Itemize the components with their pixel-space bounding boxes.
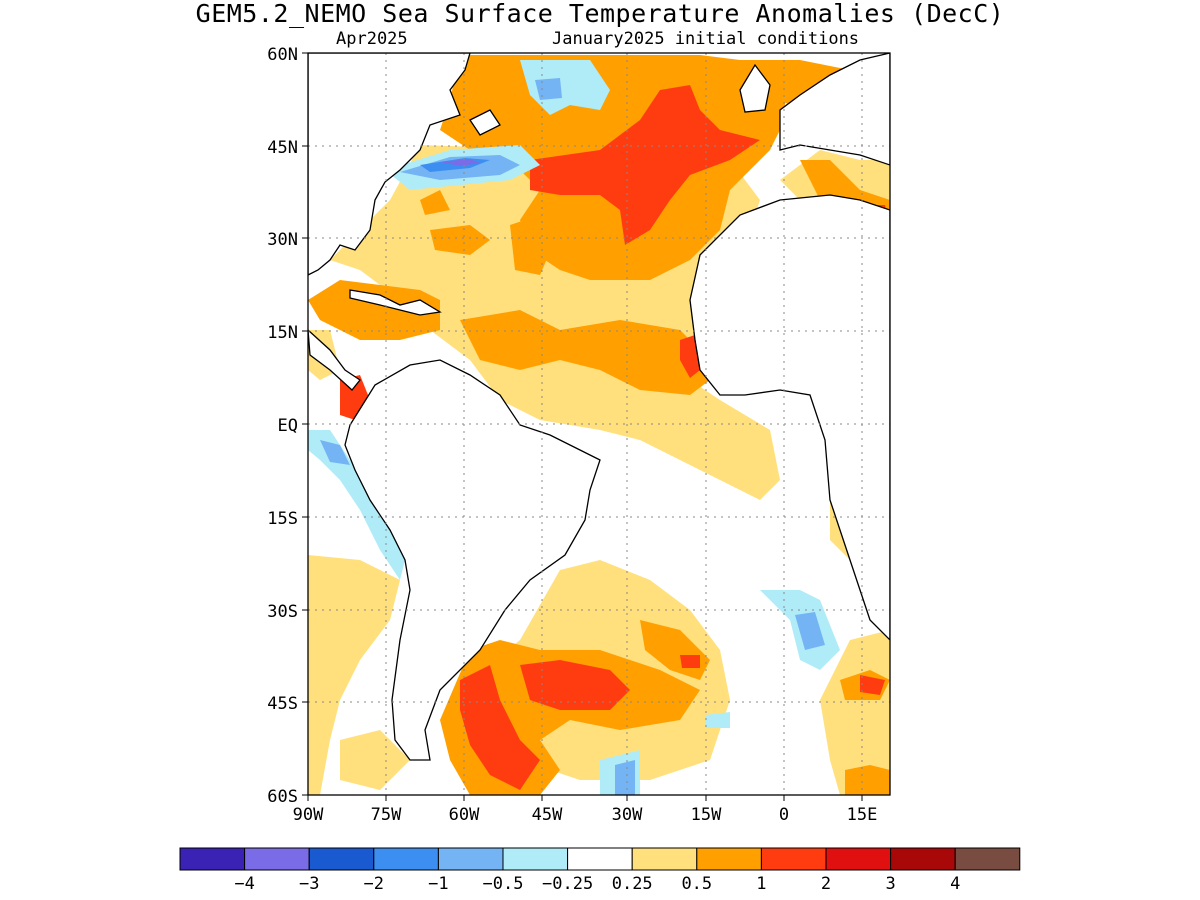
colorbar-label: 2 xyxy=(821,874,831,894)
lat-label: 60S xyxy=(267,787,298,807)
lon-label: 30W xyxy=(612,805,643,825)
colorbar-swatch xyxy=(696,847,762,871)
africa-land xyxy=(689,194,890,641)
colorbar-swatch xyxy=(502,847,569,871)
colorbar-swatch xyxy=(179,847,246,871)
colorbar-swatch xyxy=(308,847,375,871)
lat-label: EQ xyxy=(278,416,298,436)
colorbar-label: 4 xyxy=(950,874,960,894)
lat-label: 15N xyxy=(267,323,298,343)
colorbar-swatch xyxy=(244,847,310,871)
graticule xyxy=(308,53,890,795)
caribbean-land xyxy=(349,289,442,316)
colorbar-label: −4 xyxy=(234,874,254,894)
colorbar-label: 1 xyxy=(756,874,766,894)
lon-label: 75W xyxy=(371,805,402,825)
lon-label: 60W xyxy=(449,805,480,825)
uk-land xyxy=(739,63,771,113)
newfoundland-land xyxy=(469,109,501,136)
colorbar-label: 3 xyxy=(885,874,895,894)
lat-label: 45N xyxy=(267,138,298,158)
colorbar-swatch xyxy=(373,847,439,871)
latitude-labels: 60N 45N 30N 15N EQ 15S 30S 45S 60S xyxy=(267,45,298,807)
lon-label: 90W xyxy=(293,805,324,825)
colorbar-swatch xyxy=(890,847,956,871)
lat-label: 15S xyxy=(267,509,298,529)
lat-label: 60N xyxy=(267,45,298,65)
forecast-month-label: Apr2025 xyxy=(336,29,408,49)
anomaly-band-very-strong-cold xyxy=(440,159,480,166)
lon-label: 0 xyxy=(779,805,789,825)
colorbar-label: −0.25 xyxy=(542,874,593,894)
colorbar-swatch xyxy=(954,847,1021,871)
colorbar-swatch xyxy=(631,847,698,871)
lat-label: 45S xyxy=(267,694,298,714)
colorbar-label: −3 xyxy=(299,874,319,894)
longitude-ticks xyxy=(307,795,863,801)
latitude-ticks xyxy=(302,52,308,796)
south-america-land xyxy=(344,359,601,761)
lat-label: 30N xyxy=(267,230,298,250)
lon-label: 15W xyxy=(691,805,722,825)
colorbar-swatch xyxy=(825,847,892,871)
anomaly-band-strong-warm xyxy=(340,85,890,790)
colorbar-label: −0.5 xyxy=(483,874,524,894)
lon-label: 15E xyxy=(847,805,878,825)
colorbar-label: −1 xyxy=(428,874,448,894)
colorbar-swatch xyxy=(437,847,504,871)
anomaly-field xyxy=(308,55,890,795)
coastlines xyxy=(308,53,890,761)
north-america-land xyxy=(308,53,471,276)
map-title: GEM5.2_NEMO Sea Surface Temperature Anom… xyxy=(195,0,1005,28)
longitude-labels: 90W 75W 60W 45W 30W 15W 0 15E xyxy=(293,805,878,825)
colorbar xyxy=(179,847,1021,871)
central-america-land xyxy=(308,329,361,391)
colorbar-label: 0.5 xyxy=(681,874,712,894)
colorbar-swatch xyxy=(567,847,633,871)
colorbar-label: 0.25 xyxy=(612,874,653,894)
lon-label: 45W xyxy=(532,805,563,825)
colorbar-label: −2 xyxy=(364,874,384,894)
colorbar-swatch xyxy=(760,847,827,871)
colorbar-labels: −4 −3 −2 −1 −0.5 −0.25 0.25 0.5 1 2 3 4 xyxy=(234,874,960,894)
initial-conditions-label: January2025 initial conditions xyxy=(552,29,860,49)
lat-label: 30S xyxy=(267,602,298,622)
